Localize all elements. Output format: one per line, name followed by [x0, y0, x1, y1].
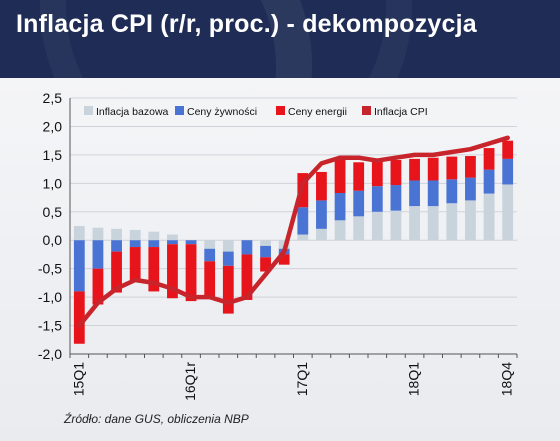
legend-label: Ceny energii: [288, 106, 347, 118]
bar-energy-prices: [353, 162, 365, 191]
bar-food-prices: [260, 245, 271, 258]
y-tick-label: 0,5: [43, 204, 63, 220]
bar-energy-prices: [316, 171, 327, 201]
y-tick-label: -1,5: [38, 318, 62, 334]
bar-food-prices: [409, 180, 420, 207]
legend-swatch-cpi: [362, 106, 371, 115]
bar-core-inflation: [390, 210, 402, 241]
bar-food-prices: [353, 190, 365, 217]
bar-energy-prices: [502, 140, 514, 159]
legend-label: Inflacja CPI: [374, 106, 428, 118]
bar-core-inflation: [204, 240, 216, 249]
bar-food-prices: [92, 240, 104, 269]
bar-core-inflation: [111, 228, 122, 241]
bar-energy-prices: [260, 257, 271, 272]
legend-label: Inflacja bazowa: [96, 106, 169, 118]
bar-food-prices: [204, 248, 216, 262]
bar-core-inflation: [371, 211, 383, 241]
bar-core-inflation: [353, 216, 365, 241]
y-tick-label: 2,5: [43, 90, 63, 106]
cpi-line: [77, 135, 510, 328]
bar-energy-prices: [167, 244, 178, 299]
bar-food-prices: [222, 251, 234, 266]
bar-core-inflation: [483, 193, 495, 241]
bar-energy-prices: [278, 254, 290, 265]
bar-core-inflation: [222, 240, 234, 252]
legend-swatch-food: [175, 106, 184, 115]
bar-energy-prices: [148, 247, 160, 292]
bar-food-prices: [427, 180, 439, 207]
bar-food-prices: [297, 207, 309, 235]
bar-energy-prices: [446, 156, 458, 180]
bar-core-inflation: [465, 200, 476, 241]
bar-food-prices: [390, 185, 402, 211]
bar-core-inflation: [427, 206, 439, 241]
y-tick-label: 1,5: [43, 147, 63, 163]
bar-energy-prices: [204, 261, 216, 297]
bar-food-prices: [73, 240, 85, 292]
bar-energy-prices: [241, 254, 253, 300]
source-note: Źródło: dane GUS, obliczenia NBP: [64, 412, 249, 426]
y-tick-label: 1,0: [43, 175, 63, 191]
bar-food-prices: [446, 179, 458, 204]
bar-core-inflation: [409, 206, 420, 241]
bar-food-prices: [316, 200, 327, 229]
bar-core-inflation: [167, 234, 178, 241]
bar-energy-prices: [390, 160, 402, 186]
x-tick-label: 18Q4: [499, 362, 515, 396]
bar-food-prices: [167, 240, 178, 245]
x-tick-label: 17Q1: [294, 362, 310, 396]
bar-food-prices: [334, 193, 346, 221]
bar-energy-prices: [483, 148, 495, 170]
bar-energy-prices: [92, 268, 104, 305]
bar-energy-prices: [73, 291, 85, 344]
bar-core-inflation: [316, 228, 327, 241]
y-tick-label: 0,0: [43, 232, 63, 248]
x-tick-label: 15Q1: [70, 362, 86, 396]
bar-core-inflation: [446, 203, 458, 241]
bar-core-inflation: [92, 227, 104, 241]
bar-energy-prices: [185, 244, 197, 302]
bar-energy-prices: [409, 158, 420, 181]
header-banner: Inflacja CPI (r/r, proc.) - dekompozycja: [0, 0, 560, 78]
bar-food-prices: [241, 240, 253, 255]
bar-energy-prices: [371, 160, 383, 187]
legend-swatch-core: [84, 106, 93, 115]
bar-food-prices: [111, 240, 122, 252]
bar-core-inflation: [334, 220, 346, 241]
bar-core-inflation: [73, 226, 85, 241]
bar-food-prices: [185, 240, 197, 245]
bar-food-prices: [483, 169, 495, 194]
bar-energy-prices: [334, 160, 346, 194]
y-tick-label: 2,0: [43, 118, 63, 134]
x-tick-label: 18Q1: [406, 362, 422, 396]
page-title: Inflacja CPI (r/r, proc.) - dekompozycja: [16, 10, 477, 38]
x-tick-label: 16Q1r: [182, 362, 198, 401]
bar-energy-prices: [465, 156, 476, 178]
bar-energy-prices: [129, 247, 141, 281]
legend-swatch-energy: [276, 106, 285, 115]
bar-energy-prices: [111, 251, 122, 293]
bar-core-inflation: [297, 234, 309, 241]
bar-food-prices: [129, 240, 141, 248]
bar-energy-prices: [222, 265, 234, 314]
bar-food-prices: [502, 158, 514, 185]
bar-food-prices: [148, 240, 160, 248]
bar-core-inflation: [502, 184, 514, 241]
bar-core-inflation: [260, 240, 271, 246]
bar-core-inflation: [129, 229, 141, 241]
y-tick-label: -2,0: [38, 346, 62, 362]
bar-food-prices: [371, 186, 383, 212]
y-tick-label: -1,0: [38, 289, 62, 305]
y-tick-label: -0,5: [38, 261, 62, 277]
bar-food-prices: [465, 177, 476, 201]
legend-label: Ceny żywności: [187, 106, 257, 118]
bar-core-inflation: [148, 231, 160, 241]
bar-energy-prices: [427, 157, 439, 181]
